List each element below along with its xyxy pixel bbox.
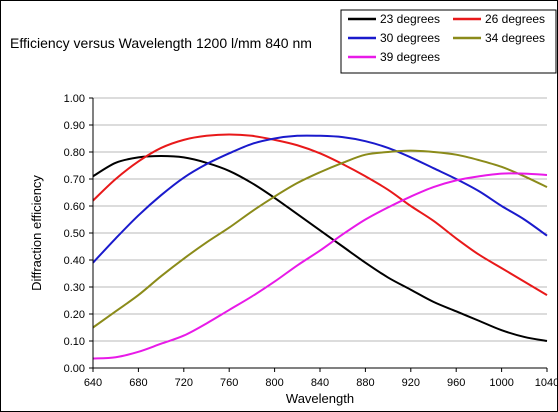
y-axis-label: Diffraction efficiency	[29, 175, 44, 291]
x-tick-label: 1000	[489, 377, 513, 389]
x-axis-label: Wavelength	[286, 391, 354, 406]
series-line	[92, 172, 548, 360]
x-tick-label: 920	[402, 377, 420, 389]
y-tick-label: 0.00	[64, 363, 85, 375]
x-tick-label: 680	[129, 377, 147, 389]
series-line	[92, 155, 548, 342]
x-tick-label: 720	[175, 377, 193, 389]
y-tick-label: 0.50	[64, 228, 85, 240]
y-tick-label: 0.70	[64, 174, 85, 186]
legend-label: 23 degrees	[380, 12, 440, 26]
y-tick-label: 0.90	[64, 120, 85, 132]
x-tick-label: 640	[84, 377, 102, 389]
x-tick-label: 800	[265, 377, 283, 389]
y-tick-label: 0.10	[64, 336, 85, 348]
legend-label: 26 degrees	[485, 12, 545, 26]
plot-area: 0.00 0.10 0.20 0.30 0.40 0.50 0.60 0.70 0.80 0.90…	[64, 93, 557, 389]
y-tick-label: 0.60	[64, 201, 85, 213]
y-tick-label: 1.00	[64, 93, 85, 105]
y-tick-label: 0.80	[64, 147, 85, 159]
series-line	[92, 149, 548, 329]
x-tick-label: 760	[220, 377, 238, 389]
x-tick-label: 960	[447, 377, 465, 389]
legend-label: 39 degrees	[380, 50, 440, 64]
legend-label: 30 degrees	[380, 31, 440, 45]
series-line	[92, 133, 548, 296]
x-tick-label: 1040	[535, 377, 557, 389]
legend: 23 degrees 26 degrees 30 degrees 34 degrees…	[340, 9, 557, 74]
x-tick-label: 840	[311, 377, 329, 389]
y-tick-label: 0.40	[64, 255, 85, 267]
chart-title: Efficiency versus Wavelength 1200 l/mm 8…	[10, 35, 312, 51]
series-line	[92, 134, 548, 264]
legend-label: 34 degrees	[485, 31, 545, 45]
y-tick-label: 0.30	[64, 282, 85, 294]
legend-box	[340, 9, 557, 74]
y-tick-label: 0.20	[64, 309, 85, 321]
x-tick-label: 880	[356, 377, 374, 389]
